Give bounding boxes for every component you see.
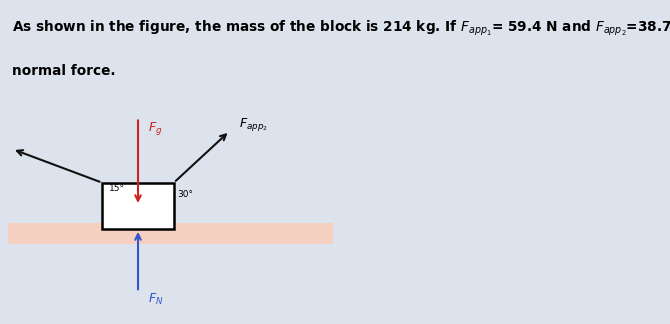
Text: $F_g$: $F_g$ bbox=[148, 120, 162, 136]
Text: 30°: 30° bbox=[177, 191, 193, 200]
Text: normal force.: normal force. bbox=[12, 64, 115, 78]
Bar bbox=[103, 183, 174, 229]
Text: 15°: 15° bbox=[109, 184, 125, 193]
Text: $F_N$: $F_N$ bbox=[148, 292, 163, 307]
Bar bbox=[8, 223, 333, 244]
Text: As shown in the figure, the mass of the block is 214 kg. If $F_{app_1}$= 59.4 N : As shown in the figure, the mass of the … bbox=[12, 19, 670, 38]
Text: $F_{app_2}$: $F_{app_2}$ bbox=[239, 116, 269, 133]
